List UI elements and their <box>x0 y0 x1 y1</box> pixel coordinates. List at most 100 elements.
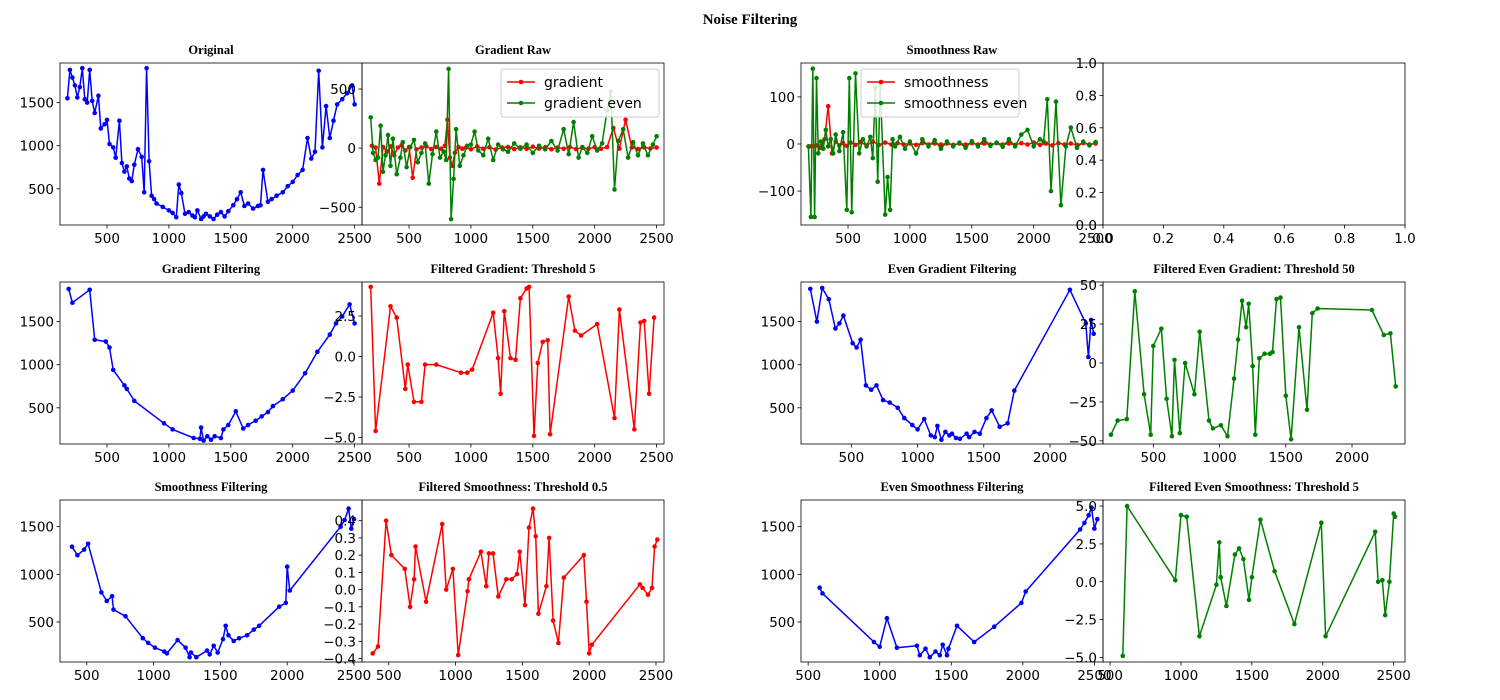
y-tick-label: 0 <box>347 141 356 157</box>
data-point <box>408 144 413 150</box>
data-point <box>152 645 158 650</box>
data-point <box>902 146 908 151</box>
data-point <box>914 643 920 649</box>
data-point <box>110 145 116 150</box>
data-point <box>1077 527 1083 532</box>
data-point <box>1272 568 1277 574</box>
data-point <box>505 144 511 150</box>
data-point <box>378 123 383 128</box>
data-point <box>395 145 401 150</box>
data-point <box>530 144 536 149</box>
x-tick-label: 1000 <box>893 231 927 247</box>
data-point <box>191 435 196 441</box>
data-point <box>373 428 378 434</box>
series-0 <box>808 285 1096 443</box>
y-tick-label: 500 <box>330 82 356 98</box>
data-point <box>218 209 224 215</box>
x-tick-label: 2000 <box>572 668 606 684</box>
data-point <box>82 96 88 102</box>
data-point <box>1083 321 1089 326</box>
data-point <box>84 100 90 105</box>
x-tick-label: 500 <box>94 231 120 247</box>
data-point <box>464 370 470 376</box>
legend-label: gradient <box>544 75 603 91</box>
x-tick-label: 500 <box>396 231 422 247</box>
data-point <box>182 211 188 217</box>
data-point <box>505 149 511 154</box>
x-tick-label: 500 <box>1097 668 1123 684</box>
data-point <box>368 284 374 290</box>
x-tick-label: 2500 <box>639 231 673 247</box>
subplot-title: Filtered Smoothness: Threshold 0.5 <box>419 480 608 494</box>
data-point <box>933 649 938 654</box>
data-point <box>1115 418 1120 423</box>
series-line <box>1110 290 1397 441</box>
x-tick-label: 2500 <box>337 668 371 684</box>
axes-frame <box>361 62 665 226</box>
data-point <box>617 307 622 312</box>
data-point <box>411 399 417 405</box>
data-point <box>285 183 291 189</box>
data-point <box>530 506 536 511</box>
data-point <box>578 333 584 338</box>
data-point <box>194 654 199 660</box>
data-point <box>1086 354 1091 360</box>
data-point <box>1278 295 1283 300</box>
legend: smoothness smoothness even <box>860 68 1027 118</box>
data-point <box>1086 512 1091 518</box>
data-point <box>860 137 866 142</box>
data-point <box>599 141 605 146</box>
data-point <box>612 187 617 192</box>
data-point <box>954 623 960 629</box>
y-tick-label: 0.4 <box>335 514 356 530</box>
series-line <box>372 507 658 656</box>
data-point <box>1246 597 1252 603</box>
data-point <box>632 427 637 432</box>
data-point <box>375 155 381 160</box>
x-tick-label: 1500 <box>967 450 1001 466</box>
data-point <box>245 422 251 428</box>
data-point <box>944 139 950 144</box>
data-point <box>104 117 110 123</box>
x-tick-label: 2000 <box>1017 231 1051 247</box>
data-point <box>380 169 386 175</box>
data-point <box>966 434 972 440</box>
data-point <box>561 146 566 152</box>
data-point <box>457 163 463 169</box>
data-point <box>649 585 655 591</box>
legend: gradient gradient even <box>500 68 660 118</box>
data-point <box>103 339 109 344</box>
data-point <box>847 75 852 81</box>
data-point <box>370 150 376 156</box>
x-tick-label: 500 <box>1140 450 1166 466</box>
data-point <box>828 137 833 142</box>
data-point <box>274 193 279 198</box>
data-point <box>140 635 146 641</box>
data-point <box>549 147 554 152</box>
data-point <box>502 308 507 314</box>
data-point <box>451 176 456 182</box>
data-point <box>556 640 561 646</box>
data-point <box>524 146 529 151</box>
data-point <box>96 93 101 98</box>
data-point <box>220 636 226 642</box>
data-point <box>1082 520 1087 526</box>
data-point <box>495 142 501 147</box>
data-point <box>410 175 416 180</box>
data-point <box>654 145 659 150</box>
data-point <box>1288 437 1294 442</box>
data-point <box>853 71 858 76</box>
data-point <box>104 598 110 604</box>
data-point <box>566 151 571 157</box>
data-point <box>635 152 641 158</box>
data-point <box>810 66 816 71</box>
data-point <box>258 202 263 208</box>
data-point <box>419 399 424 405</box>
x-tick-label: 500 <box>795 668 821 684</box>
data-point <box>192 214 198 220</box>
data-point <box>926 144 931 149</box>
data-point <box>533 533 538 539</box>
data-point <box>977 431 983 437</box>
data-point <box>1173 577 1178 583</box>
data-point <box>858 337 863 343</box>
